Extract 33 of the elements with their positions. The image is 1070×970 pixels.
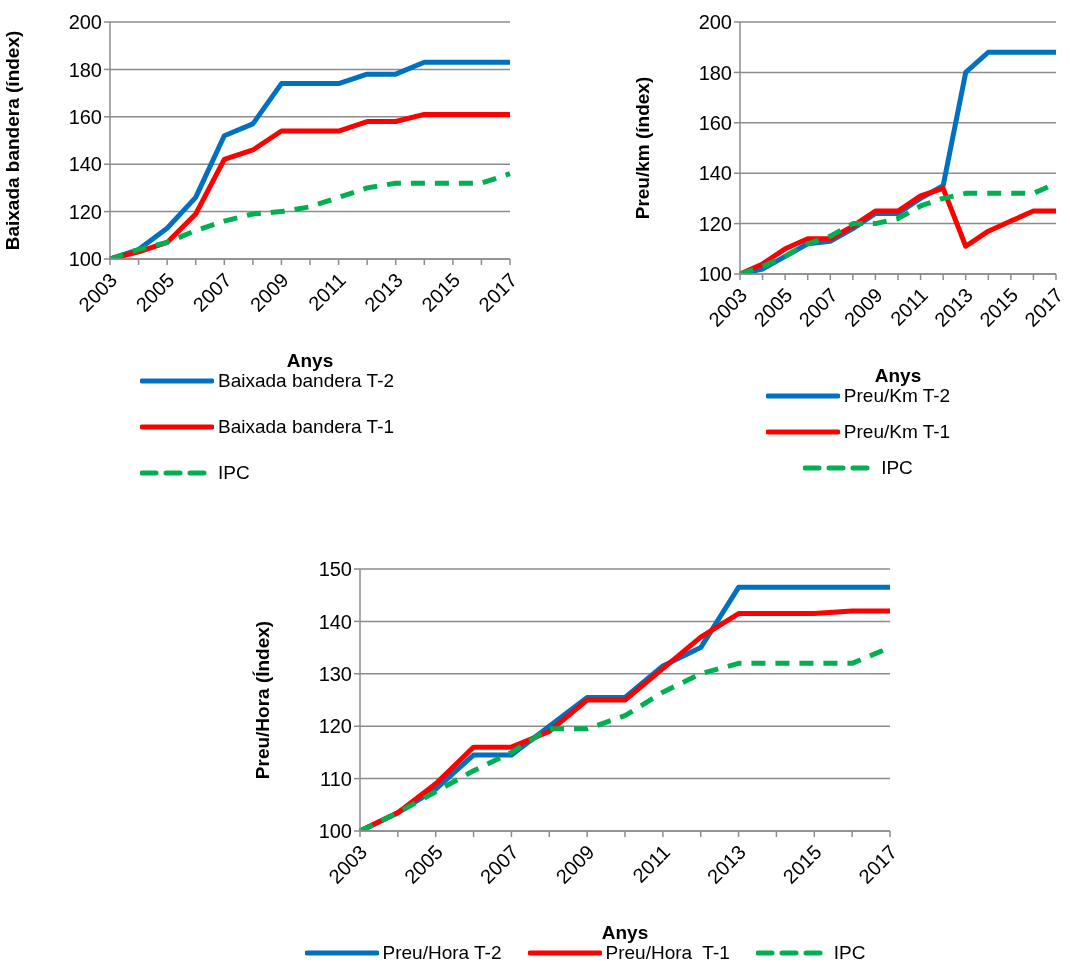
y-tick-label: 100 bbox=[698, 263, 732, 286]
legend-label: Preu/Km T-2 bbox=[843, 385, 951, 407]
legend-label: Baixada bandera T-2 bbox=[218, 370, 395, 392]
y-tick-label: 140 bbox=[698, 162, 732, 185]
legend-label: Baixada bandera T-1 bbox=[218, 416, 395, 438]
y-tick-label: 100 bbox=[318, 820, 352, 843]
y-tick-label: 140 bbox=[68, 153, 102, 176]
y-tick-label: 150 bbox=[318, 558, 352, 581]
y-tick-label: 180 bbox=[698, 61, 732, 84]
y-tick-label: 120 bbox=[68, 200, 102, 223]
y-tick-label: 180 bbox=[68, 58, 102, 81]
y-tick-label: 100 bbox=[68, 248, 102, 271]
y-tick-label: 140 bbox=[318, 610, 352, 633]
y-tick-label: 130 bbox=[318, 662, 352, 685]
y-tick-label: 120 bbox=[698, 212, 732, 235]
y-tick-label: 120 bbox=[318, 715, 352, 738]
legend-label: Preu/Hora T-1 bbox=[605, 942, 730, 964]
y-axis-title: Baixada bandera (índex) bbox=[1, 30, 23, 251]
y-tick-label: 200 bbox=[68, 11, 102, 34]
y-tick-label: 110 bbox=[320, 767, 352, 790]
legend-label: IPC bbox=[881, 457, 913, 479]
legend-label: Preu/Km T-1 bbox=[843, 421, 951, 443]
y-tick-label: 160 bbox=[698, 111, 732, 134]
x-axis-title: Anys bbox=[286, 350, 334, 371]
y-tick-label: 200 bbox=[698, 11, 732, 34]
x-axis-title: Anys bbox=[874, 365, 922, 386]
legend-label: IPC bbox=[833, 942, 866, 964]
legend-label: Preu/Hora T-2 bbox=[382, 942, 502, 964]
y-tick-label: 160 bbox=[68, 105, 102, 128]
legend-label: IPC bbox=[218, 462, 250, 484]
y-axis-title: Preu/km (índex) bbox=[631, 76, 653, 220]
y-axis-title: Preu/Hora (Índex) bbox=[251, 620, 273, 780]
x-axis-title: Anys bbox=[601, 922, 649, 943]
